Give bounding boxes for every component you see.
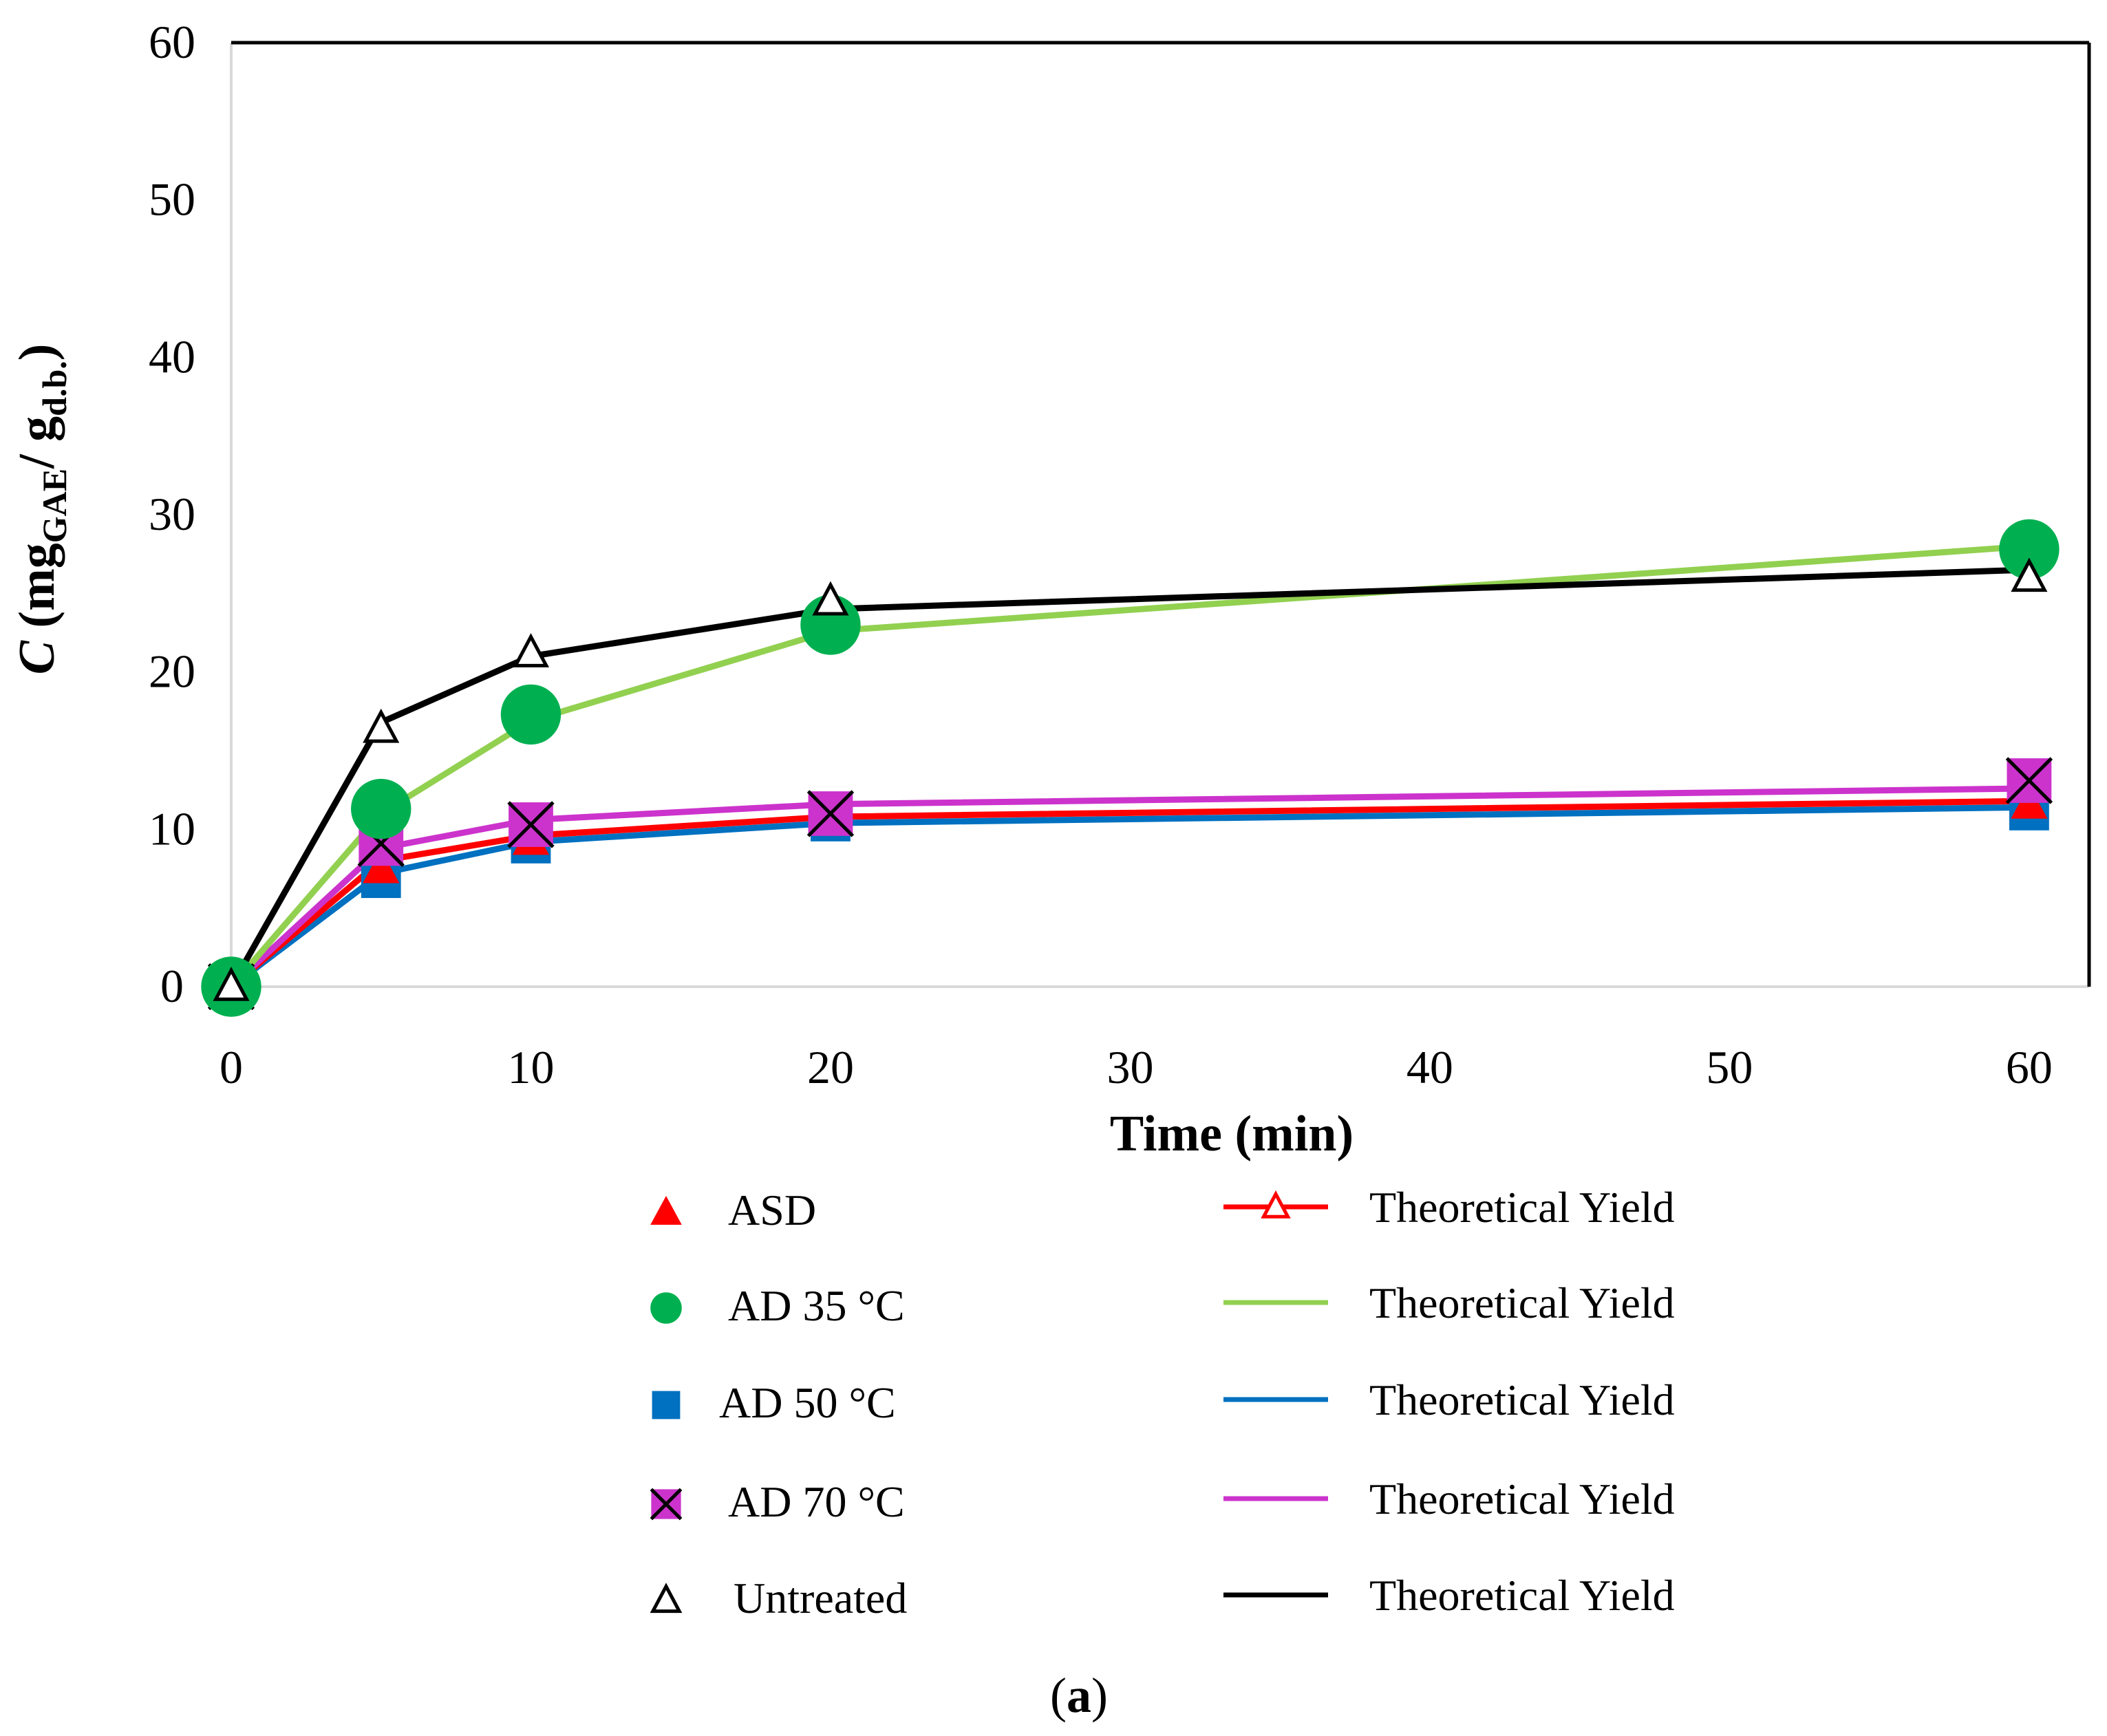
data-markers bbox=[201, 519, 2060, 1017]
x-tick-label: 60 bbox=[2006, 1041, 2053, 1093]
data-point bbox=[806, 790, 855, 837]
y-axis-ticks: 0 10 20 30 40 50 60 bbox=[149, 16, 195, 1012]
legend-label: AD 50 °C bbox=[719, 1378, 896, 1427]
y-axis-unit-close: ) bbox=[9, 344, 65, 361]
y-tick-label: 20 bbox=[149, 645, 195, 698]
x-tick-label: 20 bbox=[807, 1041, 854, 1093]
x-tick-label: 40 bbox=[1407, 1041, 1453, 1093]
y-tick-label: 10 bbox=[149, 802, 195, 855]
y-axis-unit-mid: / g bbox=[9, 416, 65, 469]
legend-marker bbox=[652, 1391, 681, 1419]
x-axis-title: Time (min) bbox=[1110, 1106, 1354, 1162]
legend-marker bbox=[650, 1488, 683, 1521]
data-point bbox=[507, 801, 555, 848]
y-tick-label: 50 bbox=[149, 173, 195, 226]
data-point bbox=[351, 778, 411, 839]
legend-label: ASD bbox=[728, 1186, 816, 1234]
legend-label: AD 70 °C bbox=[728, 1477, 905, 1526]
caption-close: ) bbox=[1091, 1668, 1108, 1723]
y-axis-unit-open: (mg bbox=[9, 543, 65, 641]
data-point bbox=[1999, 519, 2060, 580]
data-point bbox=[363, 849, 400, 883]
y-axis-title: C (mgGAE/ gd.b.) bbox=[9, 344, 74, 675]
legend-fit-label: Theoretical Yield bbox=[1369, 1571, 1675, 1620]
data-point bbox=[812, 581, 849, 616]
x-tick-label: 30 bbox=[1106, 1041, 1153, 1093]
panel-caption: (a) bbox=[1050, 1668, 1108, 1723]
y-axis-unit-sub1: GAE bbox=[35, 469, 74, 543]
y-tick-label: 60 bbox=[149, 16, 195, 68]
x-axis-ticks: 0 10 20 30 40 50 60 bbox=[220, 1041, 2053, 1093]
data-point bbox=[512, 633, 550, 667]
svg-text:C (mgGAE/ gd.b.): C (mgGAE/ gd.b.) bbox=[9, 344, 74, 675]
caption-letter: a bbox=[1067, 1668, 1091, 1723]
legend-fit-label: Theoretical Yield bbox=[1369, 1375, 1675, 1424]
x-tick-label: 10 bbox=[507, 1041, 554, 1093]
legend-fit-label: Theoretical Yield bbox=[1369, 1278, 1675, 1327]
legend-fit-label: Theoretical Yield bbox=[1369, 1183, 1675, 1232]
x-tick-label: 0 bbox=[220, 1041, 243, 1093]
legend: ASD Theoretical Yield AD 35 °C Theoretical … bbox=[650, 1183, 1675, 1622]
data-point bbox=[2005, 757, 2053, 804]
data-point bbox=[363, 708, 400, 743]
plot-frame bbox=[230, 41, 2091, 988]
caption-open: ( bbox=[1050, 1668, 1067, 1723]
legend-label: Untreated bbox=[734, 1574, 907, 1622]
legend-marker bbox=[650, 1292, 682, 1324]
legend-marker bbox=[650, 1196, 682, 1225]
legend-marker bbox=[650, 1583, 683, 1614]
y-axis-unit-sub2: d.b. bbox=[35, 361, 74, 416]
legend-line-marker bbox=[1261, 1190, 1291, 1219]
data-point bbox=[213, 966, 250, 1001]
legend-label: AD 35 °C bbox=[728, 1281, 905, 1330]
data-point bbox=[500, 684, 561, 745]
data-point bbox=[2011, 557, 2048, 592]
legend-fit-label: Theoretical Yield bbox=[1369, 1475, 1675, 1523]
y-tick-label: 40 bbox=[149, 330, 195, 383]
x-tick-label: 50 bbox=[1706, 1041, 1753, 1093]
y-tick-label: 0 bbox=[160, 960, 184, 1012]
y-axis-symbol: C bbox=[9, 639, 65, 674]
y-tick-label: 30 bbox=[149, 488, 195, 540]
